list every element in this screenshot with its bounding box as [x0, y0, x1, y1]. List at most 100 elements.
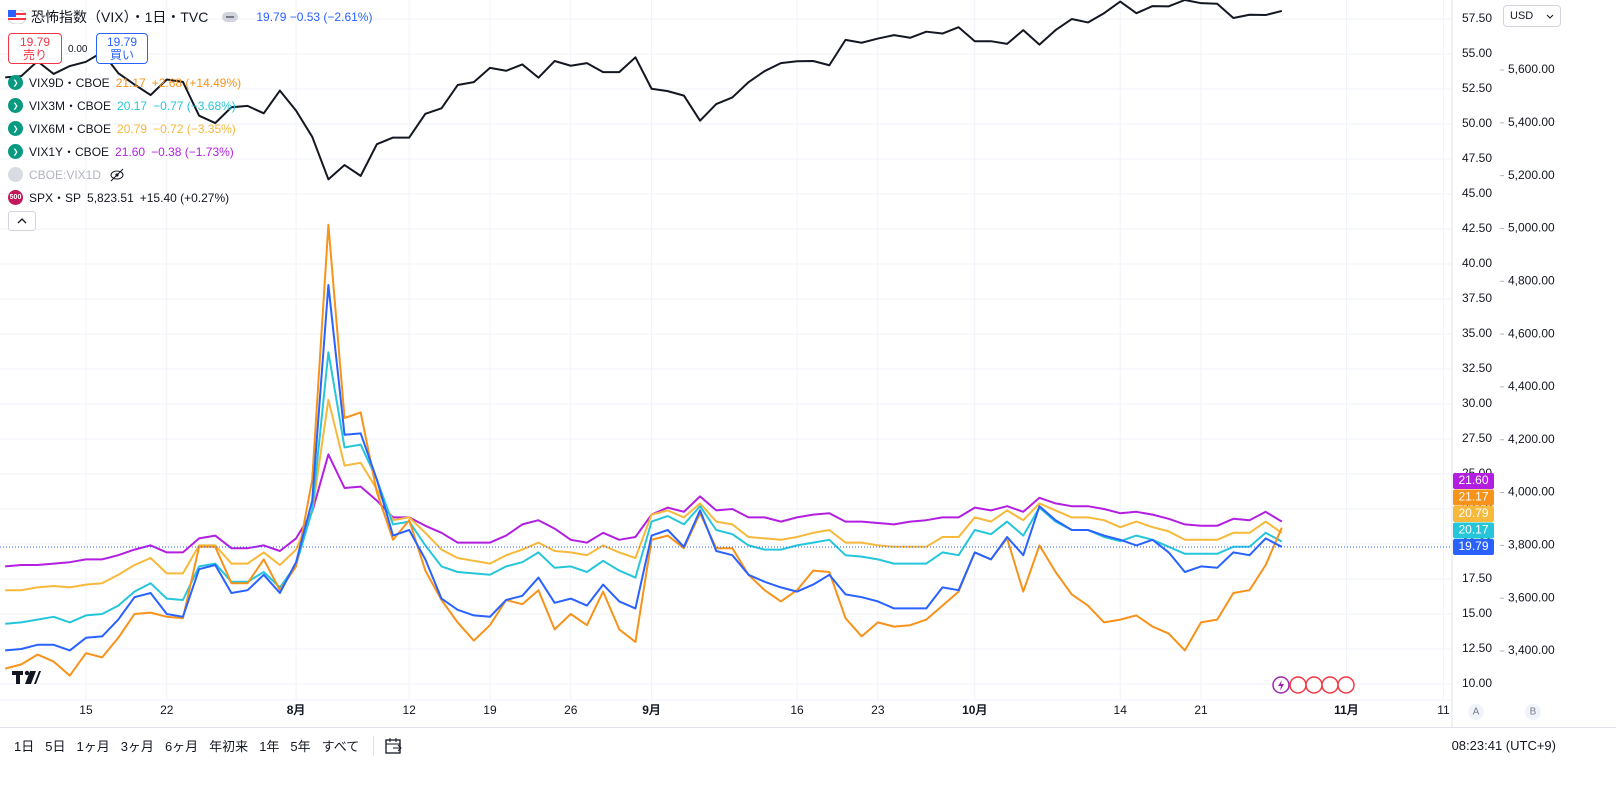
y-tick-label: 27.50	[1462, 431, 1492, 445]
x-tick-label: 19	[483, 703, 497, 717]
y2-tick-label: 3,600.00	[1508, 590, 1555, 604]
chevron-up	[17, 218, 27, 224]
x-tick-label: 11月	[1334, 703, 1359, 717]
x-tick-label: 22	[160, 703, 174, 717]
legend-name: VIX9D・CBOE	[29, 76, 110, 90]
scale-button-label[interactable]: A	[1473, 707, 1480, 718]
price-label: 19.79	[1458, 539, 1488, 553]
legend-change: +2.68 (+14.49%)	[151, 75, 242, 90]
range-button[interactable]: すべて	[321, 739, 360, 754]
y2-tick-label: 3,400.00	[1508, 643, 1555, 657]
y-tick-label: 32.50	[1462, 361, 1492, 375]
legend-icon	[8, 167, 23, 182]
legend: ❯ VIX9D・CBOE 21.17 +2.68 (+14.49%) ❯ VIX3M・C…	[8, 71, 241, 231]
scale-button-label[interactable]: B	[1530, 707, 1537, 718]
legend-change: +15.40 (+0.27%)	[139, 190, 230, 205]
x-tick-label: 23	[871, 703, 885, 717]
y2-tick-label: 4,600.00	[1508, 326, 1555, 340]
scale-button[interactable]	[1468, 704, 1484, 720]
collapse-button[interactable]	[8, 211, 36, 231]
series-line	[5, 351, 1283, 625]
y2-tick-label: 5,600.00	[1508, 62, 1555, 76]
y-tick-label: 45.00	[1462, 186, 1492, 200]
legend-row[interactable]: ❯ VIX6M・CBOE 20.79 −0.72 (−3.35%)	[8, 117, 241, 140]
x-tick-label: 16	[790, 703, 804, 717]
range-button[interactable]: 5年	[290, 739, 311, 754]
symbol-title: 恐怖指数（VIX）・1日・TVC	[31, 9, 209, 25]
range-button[interactable]: 3ヶ月	[120, 739, 154, 754]
legend-name: VIX3M・CBOE	[29, 99, 112, 113]
legend-change: −0.72 (−3.35%)	[153, 121, 236, 136]
legend-row[interactable]: ❯ VIX1Y・CBOE 21.60 −0.38 (−1.73%)	[8, 140, 241, 163]
legend-last: 20.17	[117, 98, 148, 113]
sell-button[interactable]: 19.79 売り	[8, 33, 62, 64]
separator	[373, 735, 375, 756]
x-tick-label: 10月	[962, 703, 987, 717]
range-button[interactable]: 6ヶ月	[164, 739, 199, 754]
x-tick-label: 14	[1114, 703, 1128, 717]
y2-tick-label: 5,200.00	[1508, 168, 1555, 182]
series-line	[5, 0, 1283, 181]
range-button[interactable]: 1日	[14, 739, 35, 754]
buy-button[interactable]: 19.79 買い	[96, 33, 148, 64]
last-price: 19.79	[256, 10, 287, 24]
series-line	[4, 223, 1283, 677]
legend-icon: ❯	[8, 144, 23, 159]
y-tick-label: 42.50	[1462, 221, 1492, 235]
price-label-box	[1453, 489, 1494, 506]
header-quote: 19.79 −0.53 (−2.61%)	[256, 10, 372, 24]
scale-button[interactable]	[1525, 704, 1541, 720]
x-tick-label: 15	[79, 703, 93, 717]
y-tick-label: 55.00	[1462, 46, 1492, 60]
y-tick-label: 35.00	[1462, 326, 1492, 340]
range-button[interactable]: 年初来	[209, 739, 249, 754]
price-change: −0.53 (−2.61%)	[289, 10, 373, 24]
y2-tick-label: 4,000.00	[1508, 485, 1555, 499]
legend-row[interactable]: 500 SPX・SP 5,823.51 +15.40 (+0.27%)	[8, 186, 241, 209]
y2-tick-label: 3,800.00	[1508, 538, 1555, 552]
y-tick-label: 10.00	[1462, 676, 1492, 690]
calendar-button[interactable]	[384, 736, 404, 756]
spread: 0.00	[68, 44, 88, 55]
sell-label: 売り	[22, 47, 47, 62]
clock: 08:23:41 (UTC+9)	[1451, 738, 1556, 753]
currency-select[interactable]: USD	[1503, 5, 1561, 27]
bottom-toolbar: 1日 5日 1ヶ月 3ヶ月 6ヶ月 年初来 1年 5年 すべて 08:23:41 (UTC+9)	[0, 727, 1616, 763]
y2-tick-label: 4,400.00	[1508, 379, 1555, 393]
x-tick-label: 26	[564, 703, 578, 717]
price-label-box	[1453, 505, 1494, 522]
range-button[interactable]: 1年	[259, 739, 280, 754]
legend-row[interactable]: ❯ VIX9D・CBOE 21.17 +2.68 (+14.49%)	[8, 71, 241, 94]
range-button[interactable]: 1ヶ月	[76, 739, 110, 754]
currency-label: USD	[1510, 10, 1534, 22]
price-label-box	[1453, 522, 1494, 539]
x-tick-label: 12	[402, 703, 416, 717]
plot-area	[0, 0, 1452, 677]
range-buttons: 1日 5日 1ヶ月 3ヶ月 6ヶ月 年初来 1年 5年 すべて	[14, 736, 359, 755]
legend-change: −0.38 (−1.73%)	[151, 144, 234, 159]
x-tick-label: 11	[1437, 703, 1450, 717]
y-tick-label: 57.50	[1462, 11, 1492, 25]
series-line	[5, 398, 1283, 592]
x-tick-label: 9月	[642, 703, 661, 717]
flag-icon	[8, 10, 26, 24]
legend-row-hidden[interactable]: CBOE:VIX1D	[8, 163, 241, 186]
y-tick-label: 37.50	[1462, 291, 1492, 305]
tv-logo	[12, 670, 41, 684]
legend-icon: ❯	[8, 75, 23, 90]
price-label: 20.79	[1458, 506, 1488, 520]
chevron-down	[1546, 14, 1554, 19]
y2-tick-label: 5,400.00	[1508, 115, 1555, 129]
y-tick-label: 50.00	[1462, 116, 1492, 130]
grid	[0, 0, 1452, 700]
event-icons	[1272, 676, 1355, 694]
footer	[0, 762, 1616, 789]
y-tick-label: 12.50	[1462, 641, 1492, 655]
y-tick-label: 30.00	[1462, 396, 1492, 410]
legend-row[interactable]: ❯ VIX3M・CBOE 20.17 −0.77 (−3.68%)	[8, 94, 241, 117]
legend-badge: 500	[8, 190, 23, 205]
range-button[interactable]: 5日	[45, 739, 66, 754]
series-line	[5, 453, 1283, 568]
toggle-icon[interactable]	[222, 12, 239, 22]
